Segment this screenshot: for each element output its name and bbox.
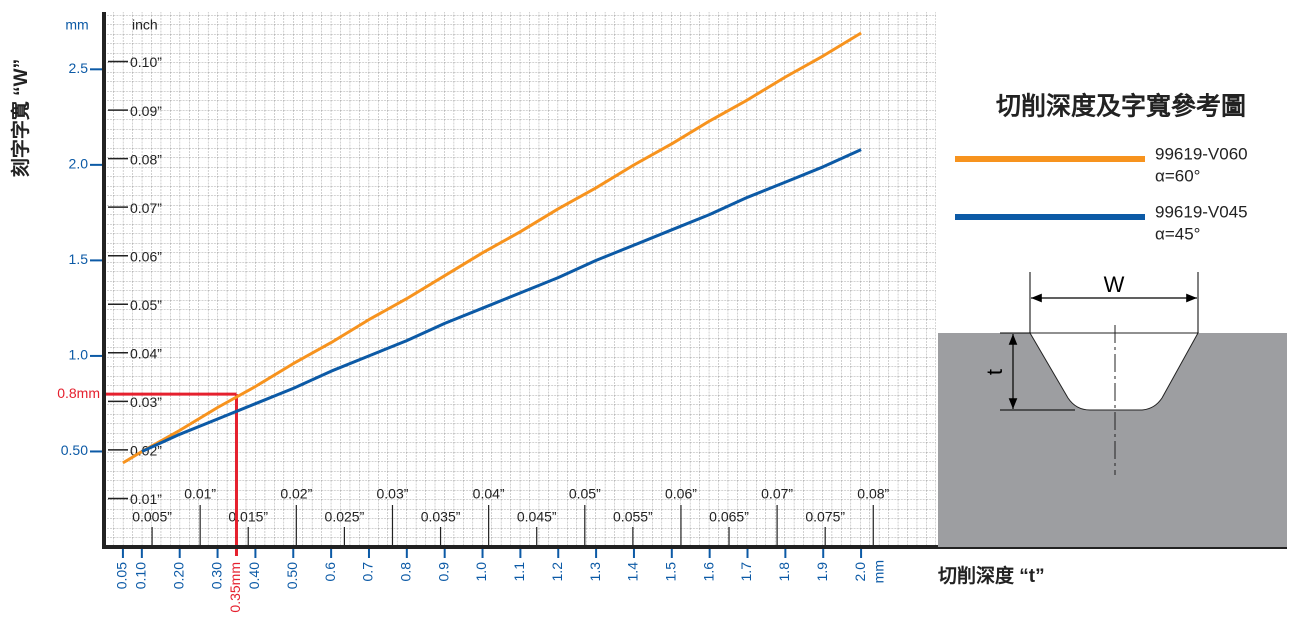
x2-tick-label: 0.025” (325, 509, 365, 525)
x2-tick-label: 0.035” (421, 509, 461, 525)
x-tick-label: 0.40 (246, 562, 262, 589)
y2-tick-label: 0.05” (130, 297, 162, 313)
x-tick-label: 1.4 (625, 562, 641, 582)
x-tick-label: 0.6 (322, 562, 338, 582)
legend-label: 99619-V045 (1155, 202, 1248, 221)
y2-tick-label: 0.06” (130, 248, 162, 264)
x2-tick-label: 0.045” (517, 509, 557, 525)
x2-tick-label: 0.08” (857, 486, 889, 502)
y2-tick-label: 0.08” (130, 151, 162, 167)
y-unit: mm (65, 17, 88, 33)
x-unit: mm (871, 560, 887, 583)
x-tick-label: 1.5 (663, 562, 679, 582)
x2-tick-label: 0.015” (228, 509, 268, 525)
x-tick-label: 0.9 (435, 562, 451, 582)
depth-label: t (982, 369, 1007, 375)
legend-label: 99619-V060 (1155, 144, 1248, 163)
y-axis-title: 刻字字寬 “W” (9, 59, 32, 177)
y-tick-label: 2.0 (69, 156, 89, 172)
series-line (122, 31, 862, 465)
legend-title: 切削深度及字寬參考圖 (996, 92, 1246, 121)
x-tick-label: 0.8 (398, 562, 414, 582)
x-tick-label: 0.7 (360, 562, 376, 582)
x2-tick-label: 0.065” (709, 509, 749, 525)
x2-tick-label: 0.01” (184, 486, 216, 502)
width-label: W (1104, 272, 1125, 297)
x2-tick-label: 0.05” (569, 486, 601, 502)
series-line (141, 148, 862, 453)
x-tick-label: 0.10 (133, 562, 149, 589)
x-tick-label: 1.7 (738, 562, 754, 582)
x-tick-label: 0.05 (114, 562, 130, 589)
x2-tick-label: 0.03” (377, 486, 409, 502)
legend-sublabel: α=45° (1155, 224, 1200, 243)
x2-tick-label: 0.075” (805, 509, 845, 525)
x-tick-label: 1.6 (700, 562, 716, 582)
x-tick-label: 1.3 (587, 562, 603, 582)
reference-label: 0.8mm (57, 385, 100, 401)
legend-sublabel: α=60° (1155, 166, 1200, 185)
y2-tick-label: 0.10” (130, 54, 162, 70)
y2-tick-label: 0.01” (130, 491, 162, 507)
x2-tick-label: 0.06” (665, 486, 697, 502)
x-tick-label: 1.0 (473, 562, 489, 582)
groove-diagram: W t (938, 272, 1287, 547)
y-tick-label: 0.50 (61, 442, 88, 458)
x2-tick-label: 0.02” (280, 486, 312, 502)
reference-label: 0.35mm (227, 562, 243, 613)
grid-pattern (104, 12, 936, 547)
y2-tick-label: 0.07” (130, 200, 162, 216)
x-tick-label: 0.30 (208, 562, 224, 589)
y-tick-label: 1.0 (69, 347, 89, 363)
x2-tick-label: 0.04” (473, 486, 505, 502)
x-tick-label: 2.0 (852, 562, 868, 582)
x2-tick-label: 0.07” (761, 486, 793, 502)
groove (1029, 332, 1199, 411)
x-tick-label: 0.20 (170, 562, 186, 589)
x2-tick-label: 0.055” (613, 509, 653, 525)
x-axis-title: 切削深度 “t” (938, 564, 1045, 587)
y-tick-label: 2.5 (69, 60, 89, 76)
y2-tick-label: 0.09” (130, 103, 162, 119)
y-tick-label: 1.5 (69, 251, 89, 267)
y2-unit: inch (132, 17, 158, 33)
y2-tick-label: 0.04” (130, 346, 162, 362)
y2-tick-label: 0.03” (130, 394, 162, 410)
grid (104, 12, 936, 547)
x-tick-label: 1.9 (814, 562, 830, 582)
x2-tick-label: 0.005” (132, 509, 172, 525)
x-tick-label: 1.2 (549, 562, 565, 582)
x-tick-label: 1.1 (511, 562, 527, 582)
x-tick-label: 1.8 (776, 562, 792, 582)
x-tick-label: 0.50 (284, 562, 300, 589)
